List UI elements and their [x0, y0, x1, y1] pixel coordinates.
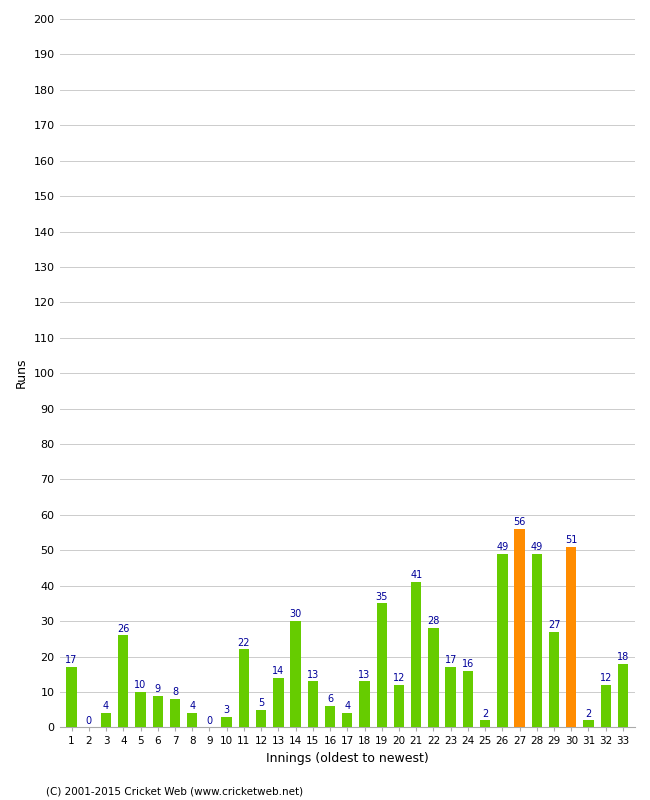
Text: 49: 49: [496, 542, 508, 552]
Text: 22: 22: [238, 638, 250, 648]
Bar: [497, 554, 508, 727]
Bar: [394, 685, 404, 727]
Text: 26: 26: [117, 623, 129, 634]
Text: 28: 28: [427, 617, 439, 626]
Text: 13: 13: [307, 670, 319, 679]
Bar: [618, 664, 628, 727]
Bar: [66, 667, 77, 727]
Text: 10: 10: [135, 680, 147, 690]
Text: 2: 2: [586, 709, 592, 718]
Bar: [514, 529, 525, 727]
X-axis label: Innings (oldest to newest): Innings (oldest to newest): [266, 752, 428, 765]
Text: 12: 12: [599, 673, 612, 683]
Bar: [273, 678, 283, 727]
Bar: [325, 706, 335, 727]
Bar: [170, 699, 180, 727]
Text: 5: 5: [258, 698, 265, 708]
Bar: [549, 632, 559, 727]
Text: 0: 0: [206, 716, 213, 726]
Text: 2: 2: [482, 709, 488, 718]
Bar: [101, 714, 111, 727]
Text: 56: 56: [514, 518, 526, 527]
Bar: [135, 692, 146, 727]
Text: 16: 16: [462, 659, 474, 669]
Bar: [307, 682, 318, 727]
Bar: [463, 670, 473, 727]
Bar: [187, 714, 198, 727]
Text: 30: 30: [289, 610, 302, 619]
Bar: [118, 635, 129, 727]
Bar: [153, 695, 163, 727]
Text: 49: 49: [530, 542, 543, 552]
Text: 9: 9: [155, 684, 161, 694]
Text: 41: 41: [410, 570, 422, 581]
Y-axis label: Runs: Runs: [15, 358, 28, 389]
Bar: [222, 717, 232, 727]
Text: 17: 17: [445, 655, 457, 666]
Bar: [291, 621, 301, 727]
Bar: [445, 667, 456, 727]
Text: 6: 6: [327, 694, 333, 704]
Bar: [566, 546, 577, 727]
Text: 51: 51: [565, 535, 577, 545]
Text: 13: 13: [358, 670, 370, 679]
Text: 27: 27: [548, 620, 560, 630]
Bar: [480, 720, 490, 727]
Bar: [359, 682, 370, 727]
Text: 17: 17: [66, 655, 78, 666]
Text: 0: 0: [86, 716, 92, 726]
Bar: [376, 603, 387, 727]
Text: 8: 8: [172, 687, 178, 698]
Text: 4: 4: [103, 702, 109, 711]
Bar: [532, 554, 542, 727]
Text: 14: 14: [272, 666, 285, 676]
Bar: [256, 710, 266, 727]
Text: 4: 4: [189, 702, 195, 711]
Bar: [428, 628, 439, 727]
Bar: [239, 650, 249, 727]
Text: 35: 35: [376, 592, 388, 602]
Text: 12: 12: [393, 673, 405, 683]
Bar: [411, 582, 421, 727]
Bar: [342, 714, 352, 727]
Text: 4: 4: [344, 702, 350, 711]
Text: 3: 3: [224, 705, 229, 715]
Bar: [601, 685, 611, 727]
Text: (C) 2001-2015 Cricket Web (www.cricketweb.net): (C) 2001-2015 Cricket Web (www.cricketwe…: [46, 786, 303, 796]
Text: 18: 18: [617, 652, 629, 662]
Bar: [583, 720, 593, 727]
